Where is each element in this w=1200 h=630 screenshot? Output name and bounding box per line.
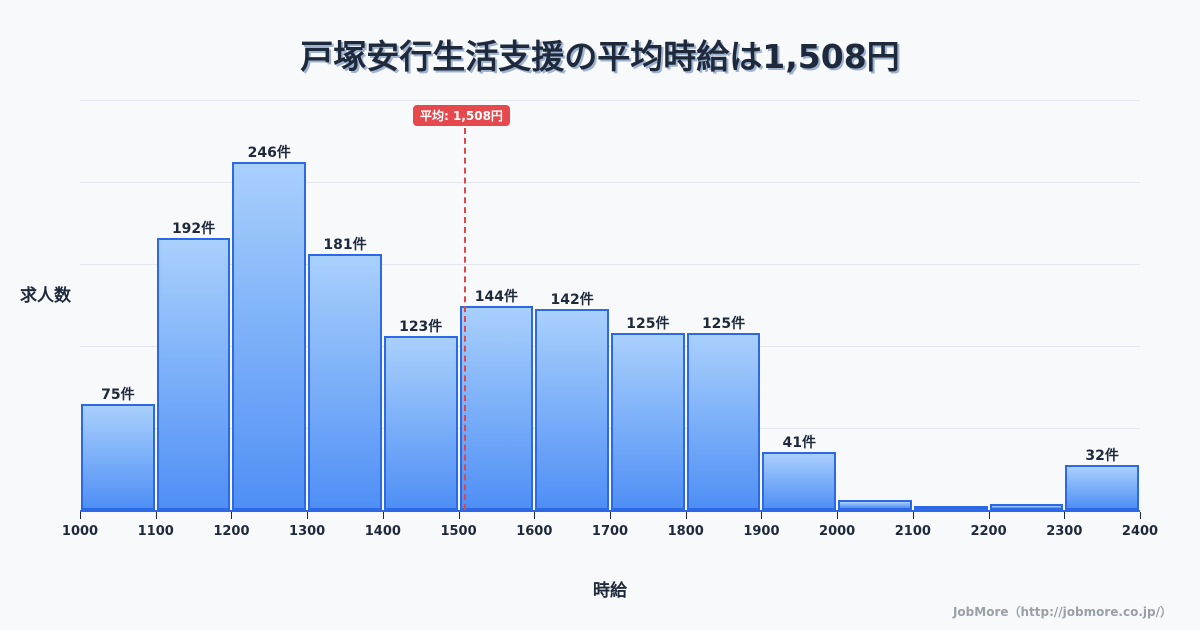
x-tick <box>534 512 536 519</box>
histogram-bar <box>535 309 609 510</box>
x-tick <box>837 512 839 519</box>
histogram-bar <box>156 238 231 510</box>
x-tick <box>80 512 81 519</box>
x-tick <box>231 512 233 519</box>
bar-value-label: 125件 <box>626 316 670 332</box>
x-tick <box>458 512 460 519</box>
x-tick-label: 2200 <box>970 524 1007 539</box>
x-tick-label: 1600 <box>516 524 553 539</box>
x-tick-label: 1400 <box>364 524 401 539</box>
histogram-bar <box>913 506 988 510</box>
bar-value-label: 181件 <box>323 237 367 253</box>
x-tick-label: 2400 <box>1121 524 1159 539</box>
histogram-bar <box>838 500 912 510</box>
x-tick <box>155 512 157 519</box>
y-axis-label: 求人数 <box>20 286 71 306</box>
x-tick <box>307 512 309 519</box>
gridline <box>80 264 1140 265</box>
histogram-bar <box>686 333 761 510</box>
x-tick-label: 2000 <box>819 524 856 539</box>
x-tick-label: 1000 <box>61 524 99 539</box>
histogram-bar <box>989 504 1064 510</box>
gridline <box>80 428 1140 429</box>
average-line <box>464 128 466 510</box>
x-tick <box>761 512 763 519</box>
x-tick <box>685 512 687 519</box>
bar-value-label: 125件 <box>701 316 746 332</box>
gridline <box>80 182 1140 183</box>
x-tick-label: 1500 <box>440 524 477 539</box>
x-tick <box>912 512 914 519</box>
x-tick-label: 1100 <box>137 524 174 539</box>
histogram-bar <box>308 254 382 510</box>
histogram-bar <box>81 404 155 510</box>
x-tick-label: 1300 <box>289 524 326 539</box>
credit-text: JobMore（http://jobmore.co.jp/） <box>952 605 1172 619</box>
x-tick-label: 2300 <box>1046 524 1083 539</box>
x-tick-label: 1200 <box>213 524 250 539</box>
x-axis-label: 時給 <box>593 581 627 601</box>
histogram-bar <box>762 452 837 510</box>
x-tick <box>988 512 990 519</box>
average-badge: 平均: 1,508円 <box>413 105 510 126</box>
bar-value-label: 32件 <box>1085 448 1119 464</box>
histogram-bar <box>459 306 534 510</box>
x-axis <box>80 510 1140 512</box>
histogram-bar <box>232 162 307 510</box>
x-tick <box>382 512 384 519</box>
histogram-bar <box>611 333 685 510</box>
x-tick <box>1140 512 1141 519</box>
x-tick-label: 1800 <box>667 524 704 539</box>
plot-area: 75件 192件 246件 181件 123件 144件 142件 125件 125件 41件 32… <box>80 100 1140 510</box>
bar-value-label: 144件 <box>474 289 519 305</box>
histogram-bar <box>383 336 458 510</box>
bar-value-label: 123件 <box>399 319 443 335</box>
x-tick-label: 1700 <box>591 524 629 539</box>
bar-value-label: 142件 <box>550 292 594 308</box>
chart-title: 戸塚安行生活支援の平均時給は1,508円 <box>300 37 900 76</box>
x-tick-label: 1900 <box>743 524 780 539</box>
histogram-bar <box>1065 465 1139 510</box>
gridline <box>80 100 1140 101</box>
x-tick-label: 2100 <box>894 524 931 539</box>
gridline <box>80 346 1140 347</box>
bar-value-label: 41件 <box>782 435 817 451</box>
bar-value-label: 192件 <box>171 221 216 237</box>
x-tick <box>610 512 611 519</box>
bar-value-label: 75件 <box>101 387 135 403</box>
x-tick <box>1064 512 1066 519</box>
bar-value-label: 246件 <box>247 145 291 161</box>
